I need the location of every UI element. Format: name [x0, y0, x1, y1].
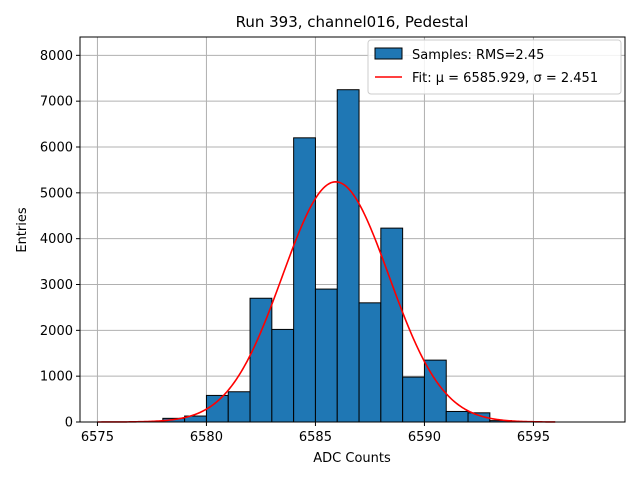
y-tick-label: 1000 — [40, 370, 73, 385]
histogram-bar — [402, 376, 425, 423]
histogram-bar — [249, 297, 273, 423]
histogram-bar — [336, 89, 360, 423]
fit-curve-layer — [97, 181, 556, 423]
y-tick-label: 7000 — [40, 95, 73, 110]
chart-title: Run 393, channel016, Pedestal — [236, 13, 469, 31]
x-axis-label: ADC Counts — [313, 451, 391, 466]
y-tick-label: 4000 — [40, 232, 73, 247]
y-tick-label: 0 — [65, 416, 73, 431]
legend-box — [367, 39, 622, 95]
fit-curve — [97, 181, 556, 423]
histogram-bar — [358, 302, 382, 423]
y-axis-label: Entries — [15, 207, 30, 253]
x-tick-label: 6590 — [408, 430, 441, 445]
x-tick-label: 6575 — [81, 430, 114, 445]
x-tick-label: 6580 — [190, 430, 223, 445]
plot-frame — [79, 36, 626, 423]
legend-label-samples: Samples: RMS=2.45 — [412, 48, 544, 63]
histogram-bar — [314, 288, 338, 423]
y-tick-label: 6000 — [40, 141, 73, 156]
y-tick-label: 8000 — [40, 49, 73, 64]
histogram-bar — [227, 391, 251, 423]
y-tick-label: 2000 — [40, 324, 73, 339]
histogram-bar — [380, 227, 404, 423]
legend: Samples: RMS=2.45 Fit: μ = 6585.929, σ =… — [367, 39, 622, 95]
histogram-bar — [205, 394, 229, 423]
histogram-bar — [445, 410, 469, 423]
x-axis-ticks: 6575 6580 6585 6590 6595 — [81, 422, 550, 445]
histogram-bar — [271, 328, 295, 423]
y-tick-label: 3000 — [40, 278, 73, 293]
x-tick-label: 6595 — [517, 430, 550, 445]
x-tick-label: 6585 — [299, 430, 332, 445]
y-tick-label: 5000 — [40, 186, 73, 201]
histogram-bars — [162, 89, 534, 423]
legend-label-fit: Fit: μ = 6585.929, σ = 2.451 — [412, 71, 598, 86]
histogram-bar — [293, 137, 316, 423]
y-axis-ticks: 0 1000 2000 3000 4000 5000 6000 7000 8000 — [40, 49, 80, 431]
legend-swatch-samples — [374, 47, 403, 60]
